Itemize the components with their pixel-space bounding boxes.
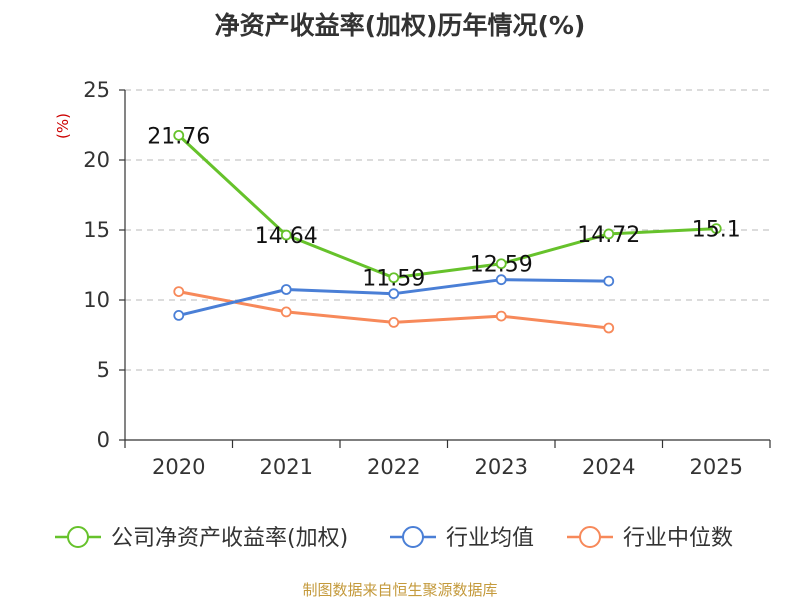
data-point-s2-2024 xyxy=(603,322,615,334)
source-note: 制图数据来自恒生聚源数据库 xyxy=(302,581,497,599)
x-tick-label-2023: 2023 xyxy=(475,455,528,479)
legend-label-0: 公司净资产收益率(加权) xyxy=(111,526,348,551)
legend-marker-1 xyxy=(402,526,424,548)
data-point-s1-2023 xyxy=(495,274,507,286)
data-point-s2-2022 xyxy=(388,316,400,328)
data-point-s1-2020 xyxy=(173,309,185,321)
x-tick-label-2025: 2025 xyxy=(690,455,743,479)
y-tick-label-5: 5 xyxy=(97,358,110,382)
x-tick-label-2020: 2020 xyxy=(152,455,205,479)
data-label-2020: 21.76 xyxy=(147,124,210,149)
legend-marker-0 xyxy=(67,526,89,548)
x-tick-label-2021: 2021 xyxy=(260,455,313,479)
data-point-s1-2021 xyxy=(280,284,292,295)
data-point-s2-2020 xyxy=(173,286,185,298)
y-tick-label-15: 15 xyxy=(83,218,110,242)
data-label-2024: 14.72 xyxy=(577,223,640,248)
data-point-s0-2021 xyxy=(280,229,292,241)
data-point-s2-2021 xyxy=(280,306,292,318)
data-label-2022: 11.59 xyxy=(362,267,425,292)
data-label-2021: 14.64 xyxy=(255,224,318,249)
y-tick-label-25: 25 xyxy=(83,78,110,102)
legend-marker-2 xyxy=(579,526,601,548)
x-tick-label-2024: 2024 xyxy=(582,455,635,479)
chart-title: 净资产收益率(加权)历年情况(%) xyxy=(215,11,586,40)
data-point-s2-2023 xyxy=(495,310,507,322)
series-line-0 xyxy=(177,134,717,280)
data-point-s1-2022 xyxy=(388,288,400,300)
data-point-s0-2024 xyxy=(603,228,615,240)
y-axis-unit: (%) xyxy=(54,113,72,139)
y-tick-label-20: 20 xyxy=(83,148,110,172)
data-point-s0-2022 xyxy=(388,272,400,284)
data-point-s0-2025 xyxy=(710,223,722,235)
data-label-2025: 15.1 xyxy=(692,218,741,243)
data-point-s0-2023 xyxy=(495,258,507,270)
legend-label-1: 行业均值 xyxy=(446,526,534,551)
x-tick-label-2022: 2022 xyxy=(367,455,420,479)
y-tick-label-0: 0 xyxy=(97,428,110,452)
data-point-s1-2024 xyxy=(603,275,615,287)
data-point-s0-2020 xyxy=(173,129,185,141)
data-label-2023: 12.59 xyxy=(470,253,533,278)
legend-label-2: 行业中位数 xyxy=(623,526,733,551)
y-tick-label-10: 10 xyxy=(83,288,110,312)
